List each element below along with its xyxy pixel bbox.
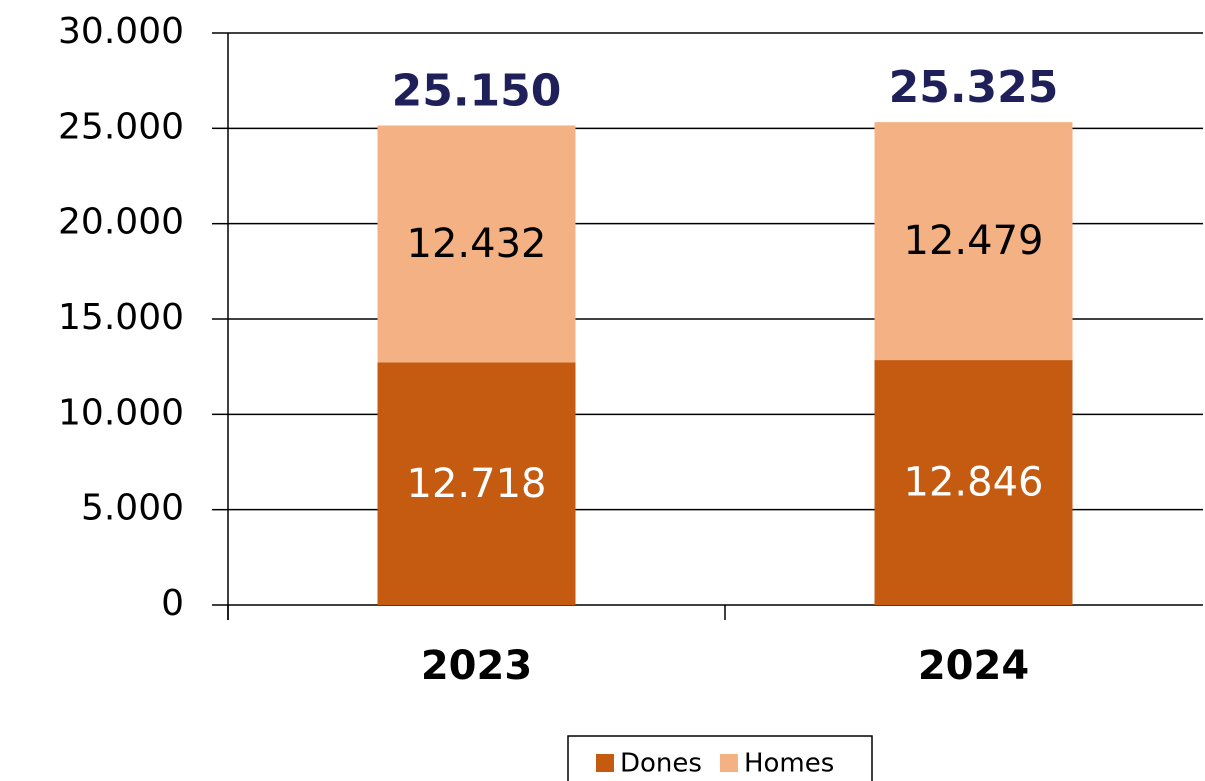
legend-label: Homes [744, 749, 834, 779]
total-label: 25.325 [889, 62, 1059, 113]
y-tick-label: 0 [161, 583, 184, 624]
y-tick-label: 5.000 [81, 488, 184, 529]
y-tick-label: 30.000 [58, 11, 184, 52]
x-tick-label: 2024 [918, 643, 1029, 689]
bar-segment [874, 122, 1073, 361]
x-tick-label: 2023 [421, 643, 532, 689]
legend-swatch [596, 754, 614, 772]
value-label: 12.846 [904, 460, 1044, 506]
bar-segment [377, 125, 576, 363]
legend-label: Dones [620, 749, 702, 779]
total-label: 25.150 [392, 65, 562, 116]
y-tick-label: 10.000 [58, 392, 184, 433]
y-tick-label: 15.000 [58, 297, 184, 338]
value-label: 12.479 [904, 218, 1044, 264]
legend-swatch [719, 754, 738, 772]
value-label: 12.432 [407, 221, 547, 267]
y-tick-label: 25.000 [58, 106, 184, 147]
y-tick-label: 20.000 [58, 202, 184, 243]
bar-segment [377, 362, 576, 605]
value-label: 12.718 [407, 461, 547, 507]
bar-segment [874, 360, 1073, 605]
